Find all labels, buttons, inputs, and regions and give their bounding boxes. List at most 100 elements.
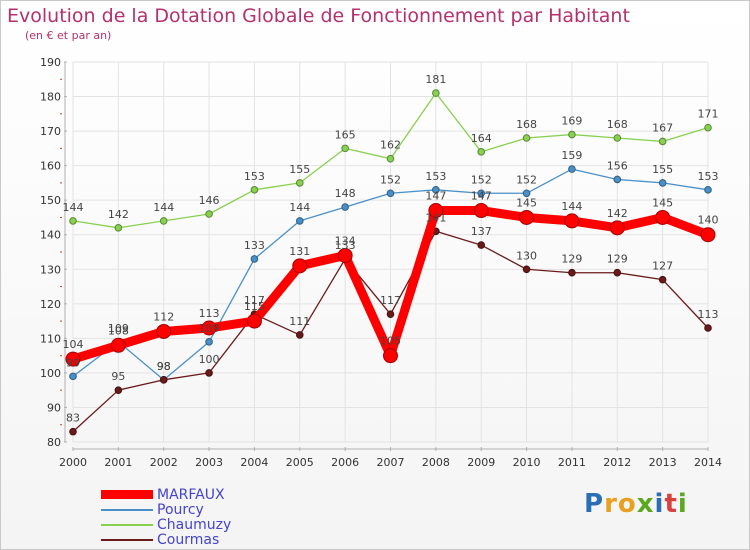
data-point-chaumuzy [568,130,576,139]
data-label-courmas: 111 [289,315,310,328]
data-label-pourcy: 98 [157,360,171,373]
data-label-chaumuzy: 165 [335,128,356,141]
logo-letter: i [654,489,665,519]
data-point-pourcy [69,372,77,381]
chart-title: Evolution de la Dotation Globale de Fonc… [7,5,630,27]
y-tick-label: 80 [47,436,61,449]
data-point-pourcy [386,189,395,198]
data-label-chaumuzy: 144 [63,201,84,214]
data-point-courmas [114,386,123,394]
data-label-pourcy: 109 [108,322,129,335]
data-point-pourcy [522,189,531,198]
x-tick-label: 2001 [104,456,132,469]
grid [72,61,709,443]
x-tick-label: 2002 [150,456,178,469]
data-point-courmas [568,268,576,277]
x-tick-label: 2005 [286,456,314,469]
data-label-marfaux: 145 [516,196,537,209]
data-label-courmas: 98 [157,360,171,373]
data-point-courmas [295,331,304,339]
data-point-courmas [522,265,531,274]
data-point-marfaux [292,258,308,274]
data-point-chaumuzy [250,186,259,194]
data-point-marfaux [156,323,172,339]
data-point-chaumuzy [658,137,667,146]
data-label-chaumuzy: 168 [516,118,537,131]
logo-letter: x [636,489,655,519]
data-point-marfaux [110,337,126,353]
legend-swatch [101,523,153,526]
legend-item-courmas: Courmas [101,531,220,548]
data-point-pourcy [568,165,576,173]
data-point-chaumuzy [386,154,395,163]
data-label-pourcy: 153 [698,170,719,183]
data-label-pourcy: 99 [66,356,80,369]
y-tick-label: 120 [40,298,61,311]
x-tick-label: 2006 [331,456,359,469]
data-label-chaumuzy: 167 [652,121,673,134]
data-label-marfaux: 147 [425,190,446,203]
data-label-marfaux: 131 [289,245,310,258]
data-label-marfaux: 147 [471,190,492,203]
data-label-chaumuzy: 168 [607,118,628,131]
y-tick-label: 180 [40,91,61,104]
data-label-marfaux: 113 [199,307,220,320]
data-label-chaumuzy: 146 [199,194,220,207]
y-tick-label: 130 [40,263,61,276]
data-point-courmas [386,310,395,318]
data-label-chaumuzy: 169 [561,115,582,128]
data-label-marfaux: 144 [561,200,582,213]
data-label-chaumuzy: 144 [153,201,174,214]
x-tick-label: 2010 [513,456,541,469]
x-tick-label: 2000 [59,456,87,469]
data-point-courmas [159,376,168,384]
data-label-marfaux: 140 [698,214,719,227]
data-point-chaumuzy [341,144,349,153]
data-label-chaumuzy: 164 [471,132,492,145]
data-label-pourcy: 148 [335,187,356,200]
data-label-marfaux: 142 [607,207,628,220]
data-point-chaumuzy [159,217,168,225]
logo-letter: i [677,489,688,519]
data-label-courmas: 129 [561,253,582,266]
data-point-courmas [658,275,667,284]
data-label-courmas: 100 [199,353,220,366]
data-point-pourcy [341,203,349,211]
chart-subtitle: (en € et par an) [25,29,112,42]
data-label-chaumuzy: 153 [244,170,265,183]
data-point-courmas [205,369,213,377]
data-label-chaumuzy: 181 [425,73,446,86]
x-tick-label: 2011 [558,456,586,469]
legend-label: Courmas [157,531,220,548]
x-tick-label: 2003 [195,456,223,469]
legend-label: Chaumuzy [157,516,232,533]
data-label-chaumuzy: 162 [380,139,401,152]
y-tick-label: 190 [40,56,61,69]
proxiti-logo: Proxiti [584,489,688,519]
data-label-marfaux: 134 [335,234,356,247]
series-chaumuzy [69,89,712,232]
logo-letter: P [584,489,605,519]
data-label-courmas: 83 [66,412,80,425]
data-label-pourcy: 144 [289,201,310,214]
data-labels: 144 142 144 146 153 155 165 162 181 164 168 169 168 1… [63,73,719,425]
data-point-marfaux [383,348,398,364]
series-layer [65,89,716,436]
data-label-pourcy: 152 [516,173,537,186]
data-point-pourcy [205,338,213,346]
x-tick-label: 2004 [240,456,268,469]
data-point-marfaux [201,320,217,336]
x-tick-label: 2013 [649,456,677,469]
data-point-marfaux [655,209,671,225]
x-tick-label: 2012 [603,456,631,469]
data-point-pourcy [658,179,667,187]
x-tick-label: 2014 [694,456,722,469]
data-point-pourcy [477,189,486,198]
data-label-chaumuzy: 142 [108,208,129,221]
data-point-marfaux [564,213,580,229]
data-point-pourcy [432,186,440,194]
logo-letter: o [617,489,637,519]
data-label-pourcy: 109 [199,322,220,335]
legend-swatch [101,538,153,541]
